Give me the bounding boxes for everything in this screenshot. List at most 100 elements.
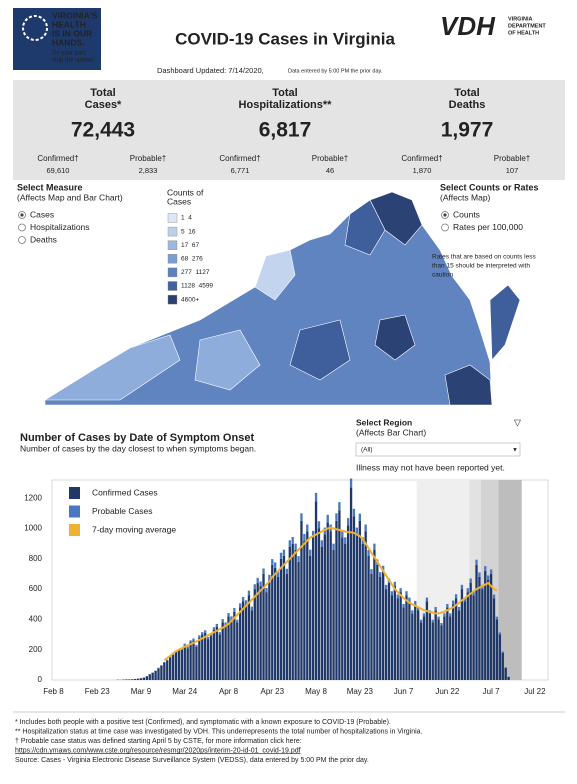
legend-swatch xyxy=(167,267,178,278)
bar xyxy=(344,543,347,680)
legend-bin: 4600+ xyxy=(181,296,199,303)
bar xyxy=(247,590,251,596)
plot-frame xyxy=(51,479,549,681)
bar xyxy=(425,597,429,602)
bar xyxy=(145,676,148,680)
bar xyxy=(472,591,475,596)
legend-swatch xyxy=(167,294,178,305)
bar xyxy=(446,603,449,608)
bar xyxy=(478,576,481,680)
footnote-link[interactable]: https://cdn.ymaws.com/www.cste.org/resou… xyxy=(15,747,301,754)
bar xyxy=(364,531,367,680)
y-tick-label: 0 xyxy=(38,675,43,684)
bar xyxy=(291,536,294,544)
bar xyxy=(168,657,172,680)
legend-title: Cases xyxy=(167,196,191,206)
bar xyxy=(227,613,230,617)
bar xyxy=(282,549,286,556)
logo-box xyxy=(13,8,101,70)
bar xyxy=(384,589,388,680)
bar xyxy=(326,522,329,680)
legend-label: 7-day moving average xyxy=(92,524,176,534)
breakdown-label: Confirmed† xyxy=(219,154,260,163)
bar xyxy=(379,576,382,680)
radio-label: Cases xyxy=(30,209,54,219)
radio-button[interactable] xyxy=(18,236,26,244)
bar xyxy=(309,549,312,556)
bar xyxy=(209,636,213,680)
bar xyxy=(192,638,195,641)
bar xyxy=(355,534,359,680)
legend-swatch xyxy=(167,254,178,264)
bar xyxy=(431,619,434,623)
bar xyxy=(501,651,504,653)
bar xyxy=(489,573,493,680)
region-dropdown[interactable] xyxy=(355,442,521,457)
chart-title: Number of Cases by Date of Symptom Onset xyxy=(20,432,254,444)
bar xyxy=(256,583,259,680)
footnote: * Includes both people with a positive t… xyxy=(15,719,391,726)
breakdown-value: 1,870 xyxy=(413,166,432,175)
bar xyxy=(411,613,414,680)
bar xyxy=(268,574,271,580)
updated-note: Data entered by 5:00 PM the prior day. xyxy=(288,68,383,74)
stat-label: Total xyxy=(90,87,115,99)
bar xyxy=(274,562,277,568)
bar xyxy=(288,540,291,547)
bar xyxy=(186,646,189,649)
bar xyxy=(291,543,294,680)
breakdown-label: Confirmed† xyxy=(401,154,442,163)
radio-button[interactable] xyxy=(18,223,26,232)
bar xyxy=(174,651,178,680)
bar xyxy=(195,646,198,680)
unreported-shade xyxy=(498,480,522,680)
bar xyxy=(492,594,496,599)
x-tick-label: Mar 24 xyxy=(172,687,197,696)
map-county xyxy=(43,334,181,401)
logo-text: HEALTH xyxy=(52,19,86,29)
map-county xyxy=(254,249,296,301)
bar xyxy=(166,659,169,661)
bar xyxy=(128,679,131,680)
stat-label: Deaths xyxy=(449,99,486,111)
bar xyxy=(457,610,461,680)
bar xyxy=(317,521,321,529)
legend-bin: 5 16 xyxy=(181,228,196,235)
bar xyxy=(399,588,402,593)
bar xyxy=(422,616,426,680)
bar xyxy=(332,543,335,550)
bar xyxy=(504,667,507,680)
bar xyxy=(341,537,344,680)
bar xyxy=(390,595,394,680)
bar xyxy=(492,598,496,680)
bar xyxy=(478,572,481,577)
bar xyxy=(419,619,423,623)
bar xyxy=(279,558,283,680)
bar xyxy=(163,661,166,663)
bar xyxy=(504,667,507,668)
bar xyxy=(402,607,405,680)
bar xyxy=(212,630,216,680)
bar xyxy=(408,601,411,680)
bar xyxy=(183,645,186,680)
bar xyxy=(241,601,245,680)
bar xyxy=(399,592,402,680)
breakdown-label: Probable† xyxy=(130,154,166,163)
bar xyxy=(311,530,315,538)
bar xyxy=(381,570,385,680)
bar xyxy=(282,555,286,680)
bar xyxy=(189,640,192,643)
breakdown-label: Confirmed† xyxy=(37,154,78,163)
bar xyxy=(437,616,440,620)
bar xyxy=(414,600,417,605)
bar xyxy=(452,600,455,605)
x-tick-label: Jun 22 xyxy=(435,687,460,696)
logo-text: IS IN OUR xyxy=(52,28,92,38)
bar xyxy=(236,622,239,680)
bar xyxy=(206,639,210,680)
bar xyxy=(481,589,484,680)
radio-button[interactable] xyxy=(441,223,449,232)
unreported-shade xyxy=(416,480,470,680)
bar xyxy=(224,625,227,680)
